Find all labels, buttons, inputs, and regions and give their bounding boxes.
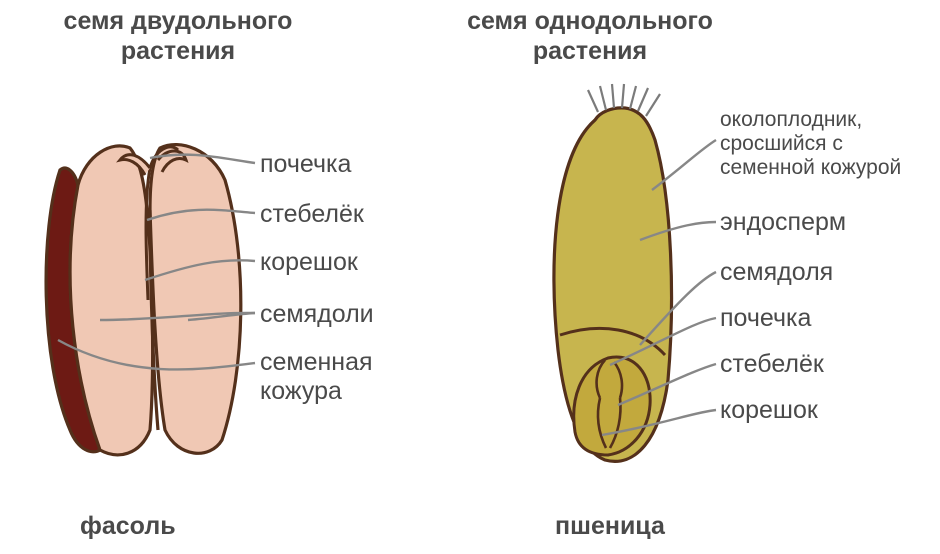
wheat-leaders bbox=[602, 140, 716, 435]
label-koreshok: корешок bbox=[260, 248, 358, 277]
label-stebelek: стебелёк bbox=[260, 200, 364, 229]
label-kozhura: семеннаякожура bbox=[260, 348, 373, 406]
bean-leaders bbox=[58, 155, 255, 370]
caption-bean: фасоль bbox=[80, 512, 176, 541]
label-okoloplodnik: околоплодник,сросшийся ссеменной кожурой bbox=[720, 108, 901, 180]
title-dicot: семя двудольногорастения bbox=[28, 6, 328, 66]
label-stebelek2: стебелёк bbox=[720, 350, 824, 379]
label-semyadoli: семядоли bbox=[260, 300, 374, 329]
wheat-seed bbox=[554, 84, 672, 461]
title-monocot: семя однодольногорастения bbox=[430, 6, 750, 66]
caption-wheat: пшеница bbox=[555, 512, 665, 541]
bean-seed bbox=[46, 145, 241, 455]
label-semyadolya: семядоля bbox=[720, 258, 833, 287]
label-pochechka: почечка bbox=[260, 150, 351, 179]
label-koreshok2: корешок bbox=[720, 396, 818, 425]
label-pochechka2: почечка bbox=[720, 304, 811, 333]
label-endosperm: эндосперм bbox=[720, 208, 846, 237]
